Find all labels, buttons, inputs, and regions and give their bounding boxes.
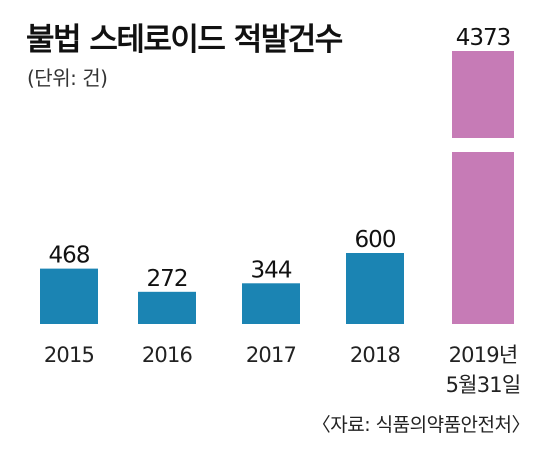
bar-2017 [242,283,300,324]
source-note: 〈자료: 식품의약품안전처〉 [311,414,531,436]
chart-title: 불법 스테로이드 적발건수 [26,22,343,58]
data-label: 600 [355,227,396,253]
bar-2019-upper [452,51,514,138]
bar-2015 [40,268,98,324]
x-tick-label: 5월31일 [446,373,521,397]
data-label: 344 [251,257,292,283]
x-tick-label: 2015 [44,343,94,367]
x-tick-label: 2017 [246,343,296,367]
data-label: 272 [147,266,188,292]
bar-2019-lower [452,152,514,324]
x-tick-label: 2019년 [449,343,518,367]
x-tick-label: 2016 [142,343,193,367]
data-label: 4373 [456,25,511,51]
bar-2016 [138,291,196,324]
data-label: 468 [49,243,90,269]
bar-2018 [346,253,404,324]
x-tick-label: 2018 [350,343,400,367]
unit-label: (단위: 건) [27,66,108,90]
